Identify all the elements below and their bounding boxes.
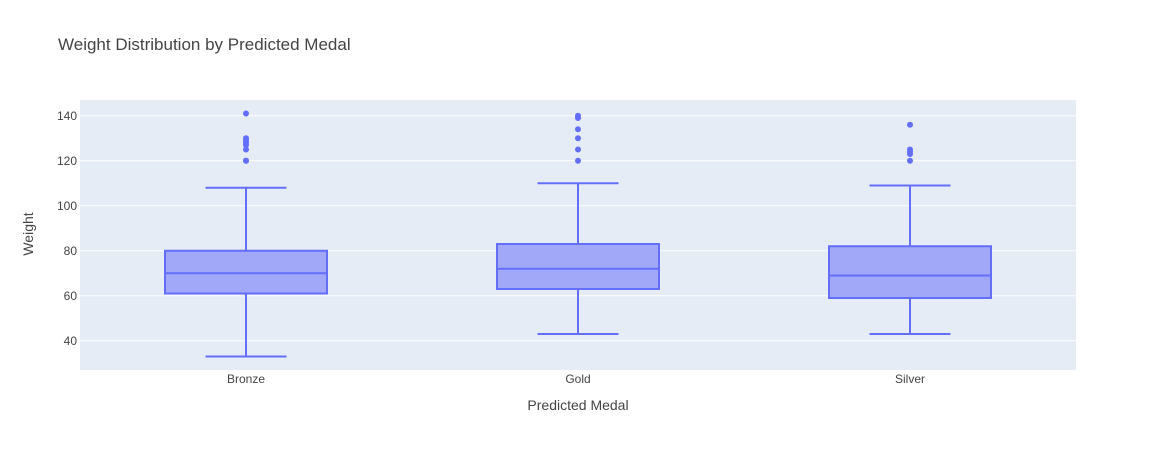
box-silver <box>828 121 992 335</box>
outlier-point <box>243 110 249 117</box>
x-tick-label: Gold <box>565 372 590 386</box>
y-axis-ticks: 40 60 80 100 120 140 <box>57 109 77 348</box>
y-tick-label: 140 <box>57 109 77 123</box>
box-iqr <box>828 245 992 299</box>
y-tick-label: 100 <box>57 199 77 213</box>
y-tick-label: 120 <box>57 154 77 168</box>
box-bronze <box>164 110 328 358</box>
outlier-point <box>907 157 913 164</box>
y-tick-label: 60 <box>64 289 78 303</box>
chart-title: Weight Distribution by Predicted Medal <box>58 35 351 54</box>
x-tick-label: Bronze <box>227 372 265 386</box>
outlier-point <box>907 121 913 128</box>
boxes <box>164 110 992 358</box>
box-iqr <box>164 249 328 295</box>
outlier-point <box>575 112 581 119</box>
outlier-point <box>575 146 581 153</box>
outlier-point <box>575 135 581 142</box>
y-tick-label: 80 <box>64 244 78 258</box>
x-axis-ticks: Bronze Gold Silver <box>227 372 925 386</box>
outlier-point <box>243 146 249 153</box>
x-tick-label: Silver <box>895 372 925 386</box>
y-tick-label: 40 <box>64 334 78 348</box>
outlier-point <box>575 157 581 164</box>
outlier-point <box>907 146 913 153</box>
y-axis-title: Weight <box>20 212 36 255</box>
outlier-point <box>575 126 581 133</box>
box-iqr <box>496 243 660 290</box>
x-axis-title: Predicted Medal <box>527 397 628 413</box>
outlier-point <box>243 135 249 142</box>
outlier-point <box>243 157 249 164</box>
box-gold <box>496 112 660 335</box>
